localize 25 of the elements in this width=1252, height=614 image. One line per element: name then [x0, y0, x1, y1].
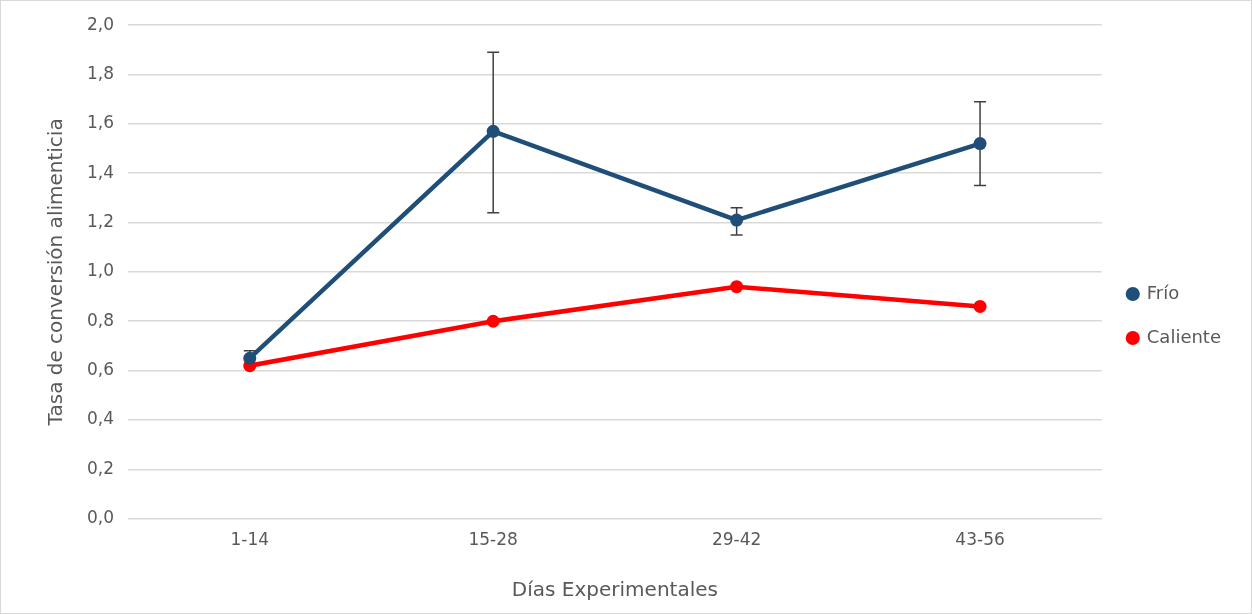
point: [973, 299, 987, 313]
y-tick-label: 0,8: [86, 309, 115, 330]
x-tick-label: 1-14: [230, 529, 270, 550]
y-tick-label: 2,0: [86, 13, 115, 34]
y-tick-label: 1,8: [86, 62, 115, 83]
y-tick-label: 1,0: [86, 260, 115, 281]
y-tick-label: 1,2: [86, 210, 115, 231]
point: [486, 314, 500, 328]
point: [973, 137, 987, 151]
y-tick-label: 0,6: [86, 359, 115, 379]
y-tick-label: 0,2: [86, 457, 115, 478]
x-tick-label: 43-56: [955, 529, 1005, 550]
x-axis-title: Días Experimentales: [511, 577, 718, 602]
y-tick-label: 0,0: [86, 507, 115, 528]
x-tick-label: 15-28: [468, 529, 518, 550]
point: [730, 213, 744, 227]
legend-label: Caliente: [1146, 325, 1221, 347]
y-tick-label: 1,4: [86, 161, 115, 182]
x-tick-label: 29-42: [711, 529, 762, 550]
point: [730, 280, 744, 294]
y-tick-label: 0,4: [86, 408, 115, 429]
point: [486, 124, 500, 138]
legend-label: Frío: [1146, 281, 1180, 303]
y-axis-title: Tasa de conversión alimenticia: [43, 118, 68, 427]
y-tick-label: 1,6: [86, 112, 115, 133]
